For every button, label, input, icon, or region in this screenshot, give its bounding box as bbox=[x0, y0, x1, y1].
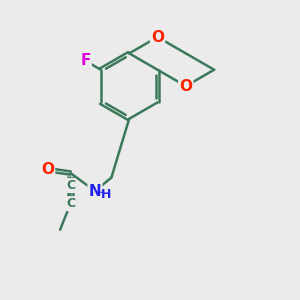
Text: O: O bbox=[151, 30, 164, 45]
Text: F: F bbox=[80, 53, 91, 68]
Text: C: C bbox=[66, 197, 75, 210]
Text: O: O bbox=[179, 79, 192, 94]
Text: O: O bbox=[41, 162, 54, 177]
Text: ~: ~ bbox=[96, 188, 104, 198]
Text: H: H bbox=[101, 188, 112, 201]
Text: C: C bbox=[66, 179, 75, 192]
Text: N: N bbox=[88, 184, 101, 199]
